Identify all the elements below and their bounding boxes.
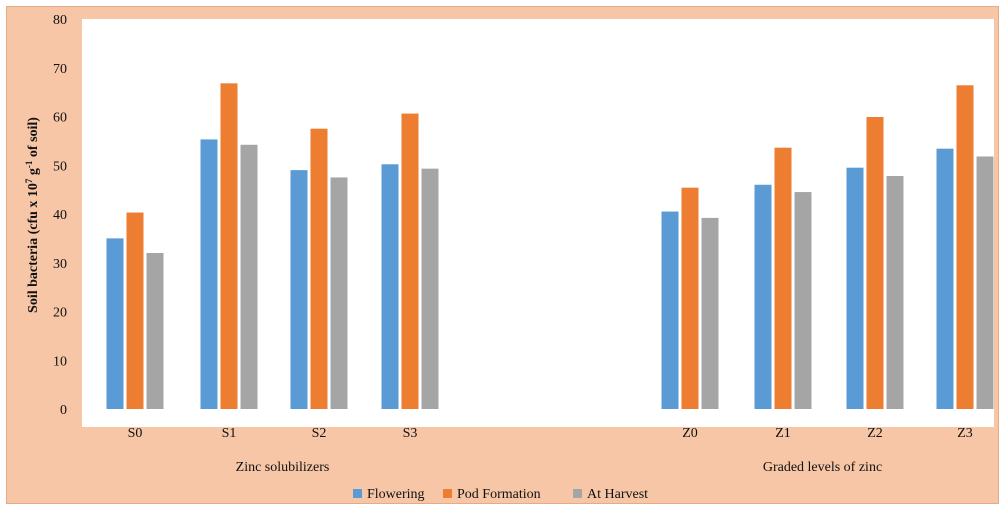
x-tick-label: Z3 xyxy=(957,426,973,441)
bar-pod-formation-s0 xyxy=(126,212,144,409)
legend: Flowering Pod Formation At Harvest xyxy=(353,487,648,502)
y-tick-label: 10 xyxy=(53,354,67,369)
bar-at-harvest-s0 xyxy=(146,253,164,409)
bar-flowering-s0 xyxy=(106,238,124,409)
y-tick-label: 0 xyxy=(60,403,67,418)
bar-at-harvest-s1 xyxy=(240,144,258,409)
bar-flowering-s2 xyxy=(290,170,308,409)
y-axis-ticks: 0 10 20 30 40 50 60 70 80 xyxy=(53,13,67,418)
group-label: Zinc solubilizers xyxy=(236,460,330,475)
group-label: Graded levels of zinc xyxy=(763,460,882,475)
bar-chart: 0 10 20 30 40 50 60 70 80 S0 S1 S2 S3 Z0 Z1 Z2 Z3 Zinc … xyxy=(24,13,994,502)
bar-at-harvest-z1 xyxy=(794,192,812,409)
bar-flowering-z3 xyxy=(936,148,954,410)
x-tick-label: Z1 xyxy=(775,426,791,441)
x-tick-label: S1 xyxy=(222,426,237,441)
bar-pod-formation-s3 xyxy=(401,113,419,409)
legend-swatch xyxy=(353,489,362,498)
bar-at-harvest-s3 xyxy=(421,168,439,409)
x-axis-ticks: S0 S1 S2 S3 Z0 Z1 Z2 Z3 xyxy=(128,426,973,441)
bar-pod-formation-s2 xyxy=(310,128,328,409)
y-tick-label: 70 xyxy=(53,62,67,77)
x-tick-label: Z2 xyxy=(867,426,883,441)
bars xyxy=(106,83,994,410)
bar-pod-formation-z0 xyxy=(681,187,699,409)
chart-frame: 0 10 20 30 40 50 60 70 80 S0 S1 S2 S3 Z0 Z1 Z2 Z3 Zinc … xyxy=(6,6,999,504)
y-tick-label: 60 xyxy=(53,111,67,126)
bar-flowering-z1 xyxy=(754,184,772,409)
bar-at-harvest-s2 xyxy=(330,177,348,409)
bar-pod-formation-z2 xyxy=(866,116,884,410)
bar-pod-formation-s1 xyxy=(220,83,238,409)
legend-swatch xyxy=(573,489,582,498)
x-tick-label: S0 xyxy=(128,426,143,441)
x-tick-label: S3 xyxy=(403,426,418,441)
bar-at-harvest-z2 xyxy=(886,175,904,409)
bar-flowering-z2 xyxy=(846,167,864,409)
bar-pod-formation-z3 xyxy=(956,85,974,410)
bar-at-harvest-z0 xyxy=(701,217,719,409)
x-tick-label: Z0 xyxy=(682,426,698,441)
bar-flowering-z0 xyxy=(661,211,679,409)
legend-label: Flowering xyxy=(367,487,425,502)
legend-label: At Harvest xyxy=(587,487,648,502)
y-tick-label: 80 xyxy=(53,13,67,28)
bar-pod-formation-z1 xyxy=(774,147,792,409)
group-labels: Zinc solubilizers Graded levels of zinc xyxy=(236,460,883,475)
y-tick-label: 20 xyxy=(53,306,67,321)
bar-flowering-s1 xyxy=(200,139,218,409)
legend-swatch xyxy=(443,489,452,498)
y-axis-label: Soil bacteria (cfu x 107 g-1 of soil) xyxy=(24,117,41,313)
y-tick-label: 40 xyxy=(53,208,67,223)
legend-label: Pod Formation xyxy=(457,487,541,502)
x-tick-label: S2 xyxy=(312,426,327,441)
bar-flowering-s3 xyxy=(381,164,399,409)
bar-at-harvest-z3 xyxy=(976,156,994,409)
y-tick-label: 50 xyxy=(53,159,67,174)
y-tick-label: 30 xyxy=(53,257,67,272)
